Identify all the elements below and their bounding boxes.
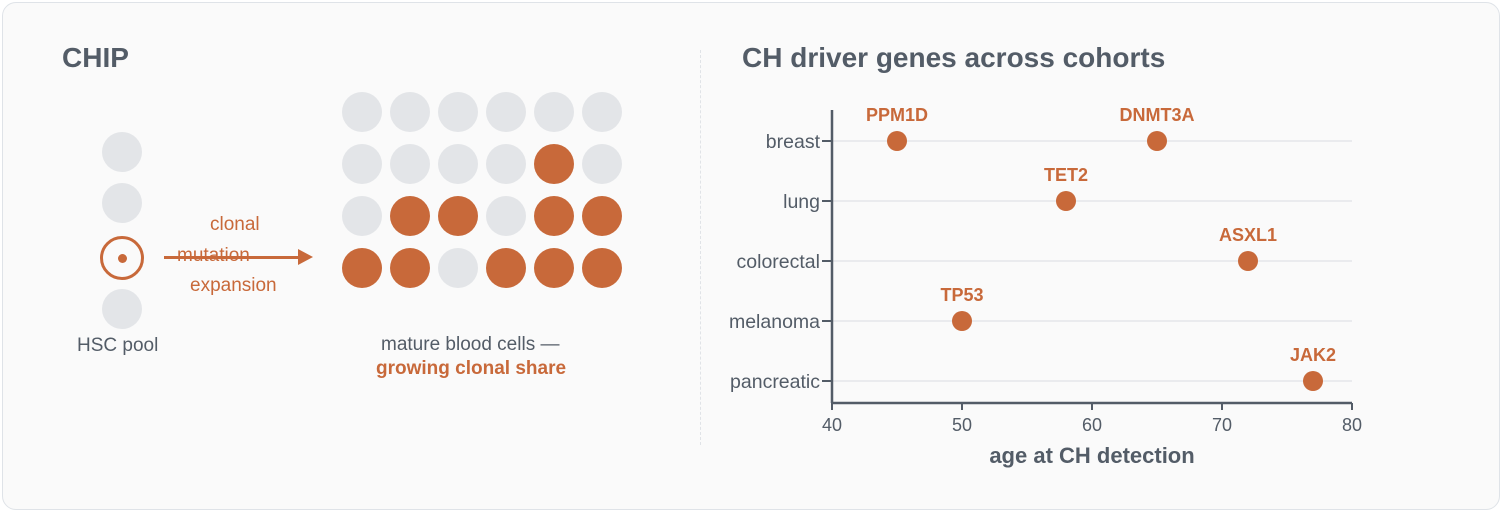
mutated-hsc [100,236,144,280]
blood-cells-caption: mature blood cells — [381,334,560,355]
x-tick-label: 40 [822,415,842,435]
category-label-lung: lung [783,191,820,213]
clonal-blood-cell [534,248,574,288]
clonal-share-caption: growing clonal share [376,358,567,379]
normal-blood-cell [582,92,622,132]
hsc-pool-label: HSC pool [77,335,159,356]
x-tick-label: 80 [1342,415,1362,435]
x-tick-label: 70 [1212,415,1232,435]
gene-label-tet2: TET2 [1044,165,1088,185]
normal-blood-cell [438,248,478,288]
normal-blood-cell [342,144,382,184]
category-label-colorectal: colorectal [737,251,820,273]
normal-blood-cell [390,92,430,132]
gene-label-asxl1: ASXL1 [1219,225,1277,245]
expansion-arrow-head [298,249,313,265]
gene-label-ppm1d: PPM1D [866,105,928,125]
clonal-blood-cell [342,248,382,288]
clonal-blood-cell [390,196,430,236]
clonal-blood-cell [582,196,622,236]
arrow-label-clonal: clonal [210,214,260,235]
hsc-cell [102,183,142,223]
gene-point-tp53 [952,311,972,331]
category-label-melanoma: melanoma [729,311,820,333]
expansion-arrow-shaft [164,256,300,259]
panel-divider [700,50,701,445]
hsc-cell [102,289,142,329]
normal-blood-cell [486,144,526,184]
normal-blood-cell [342,196,382,236]
clonal-blood-cell [534,196,574,236]
x-axis-title: age at CH detection [989,443,1194,468]
clonal-blood-cell [438,196,478,236]
chip-title: CHIP [62,42,129,73]
normal-blood-cell [438,92,478,132]
gene-label-dnmt3a: DNMT3A [1120,105,1195,125]
gene-point-dnmt3a [1147,131,1167,151]
gene-point-ppm1d [887,131,907,151]
category-label-breast: breast [766,131,821,153]
normal-blood-cell [486,196,526,236]
category-label-pancreatic: pancreatic [730,371,820,393]
hsc-cell [102,132,142,172]
clonal-blood-cell [390,248,430,288]
normal-blood-cell [534,92,574,132]
x-tick-label: 50 [952,415,972,435]
normal-blood-cell [390,144,430,184]
arrow-label-expansion: expansion [190,275,277,296]
gene-label-jak2: JAK2 [1290,345,1336,365]
gene-point-asxl1 [1238,251,1258,271]
clonal-blood-cell [534,144,574,184]
normal-blood-cell [486,92,526,132]
mutation-core [118,254,127,263]
x-tick-label: 60 [1082,415,1102,435]
normal-blood-cell [342,92,382,132]
clonal-blood-cell [486,248,526,288]
chart-title: CH driver genes across cohorts [742,42,1166,73]
gene-point-tet2 [1056,191,1076,211]
normal-blood-cell [438,144,478,184]
gene-point-jak2 [1303,371,1323,391]
gene-label-tp53: TP53 [940,285,983,305]
clonal-blood-cell [582,248,622,288]
arrow-label-mutation: mutation [177,245,250,267]
normal-blood-cell [582,144,622,184]
